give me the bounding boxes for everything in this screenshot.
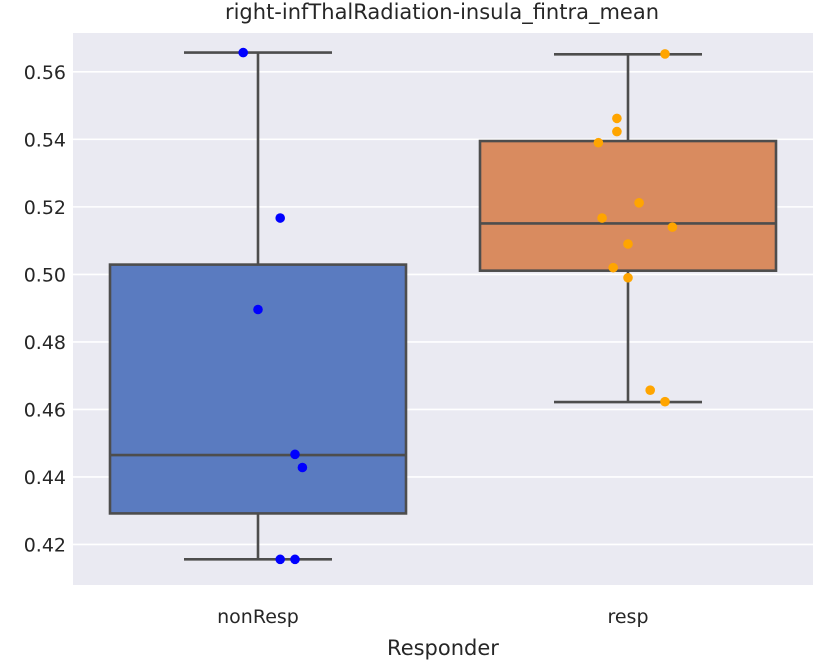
- data-point: [238, 47, 248, 58]
- y-tick-label: 0.48: [24, 332, 66, 354]
- data-point: [612, 126, 622, 137]
- data-point: [275, 554, 286, 565]
- y-tick-label: 0.42: [24, 534, 66, 556]
- data-point: [660, 396, 670, 407]
- data-point: [290, 554, 300, 565]
- x-tick-label: nonResp: [217, 606, 299, 628]
- y-tick-label: 0.44: [24, 467, 66, 489]
- y-tick-labels: 0.42 0.44 0.46 0.48 0.50 0.52 0.54 0.56: [24, 62, 66, 557]
- y-tick-label: 0.52: [24, 197, 66, 219]
- x-tick-labels: nonResp resp: [217, 606, 648, 628]
- data-point: [290, 449, 300, 460]
- data-point: [608, 262, 618, 273]
- iqr-box: [478, 139, 778, 272]
- data-point: [612, 113, 622, 124]
- data-point: [597, 213, 607, 223]
- chart-title: right-infThalRadiation-insula_fintra_mea…: [225, 0, 659, 25]
- y-tick-label: 0.56: [24, 62, 66, 84]
- y-tick-label: 0.46: [24, 399, 66, 421]
- data-point: [623, 239, 633, 249]
- data-point: [593, 137, 604, 148]
- iqr-box: [108, 263, 408, 515]
- data-point: [275, 213, 286, 223]
- data-point: [623, 272, 633, 283]
- x-axis-label: Responder: [387, 636, 499, 660]
- x-tick-label: resp: [607, 606, 648, 628]
- data-points: [238, 47, 678, 565]
- y-tick-label: 0.50: [24, 264, 66, 286]
- data-point: [297, 462, 308, 473]
- data-point: [667, 222, 678, 232]
- data-point: [645, 385, 655, 395]
- data-point: [253, 304, 263, 315]
- data-point: [634, 198, 644, 208]
- y-tick-label: 0.54: [24, 129, 66, 151]
- data-point: [660, 49, 670, 59]
